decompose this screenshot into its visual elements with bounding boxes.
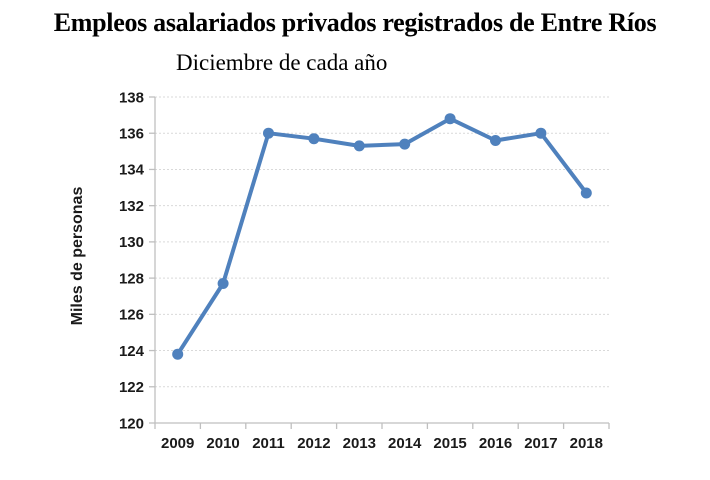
data-point-marker-2014 — [399, 138, 411, 150]
x-tick-label: 2015 — [433, 435, 466, 452]
data-series-line — [175, 116, 589, 357]
x-tick-label: 2017 — [524, 435, 557, 452]
chart-title: Empleos asalariados privados registrados… — [53, 8, 657, 37]
x-tick-label: 2013 — [343, 435, 376, 452]
x-tick-label: 2016 — [479, 435, 512, 452]
y-tick-label: 138 — [119, 89, 144, 106]
data-point-marker-2016 — [490, 135, 501, 146]
x-tick-label: 2011 — [252, 435, 285, 452]
data-point-marker-2015 — [444, 113, 456, 125]
y-tick-label: 136 — [119, 125, 144, 142]
data-point-marker-2017 — [535, 127, 547, 139]
y-tick-label: 130 — [119, 234, 144, 251]
x-tick-label: 2010 — [206, 435, 239, 452]
data-point-marker-2009 — [172, 348, 184, 360]
data-point-marker-2011 — [263, 127, 274, 139]
x-tick-label: 2012 — [297, 435, 330, 452]
x-tick-label: 2014 — [388, 435, 422, 452]
y-tick-label: 132 — [119, 198, 144, 215]
y-tick-label: 120 — [119, 415, 144, 432]
y-tick-label: 124 — [119, 343, 145, 360]
data-point-marker-2010 — [217, 278, 229, 289]
data-point-marker-2012 — [308, 133, 320, 145]
data-point-marker-2013 — [353, 140, 365, 152]
y-tick-label: 134 — [119, 162, 145, 179]
data-point-marker-2018 — [580, 187, 592, 199]
x-tick-label: 2018 — [570, 435, 603, 452]
y-tick-label: 128 — [119, 270, 144, 287]
x-tick-label: 2009 — [161, 435, 194, 452]
y-tick-label: 126 — [119, 307, 144, 324]
y-tick-label: 122 — [119, 379, 144, 396]
chart-subtitle: Diciembre de cada año — [176, 50, 388, 75]
